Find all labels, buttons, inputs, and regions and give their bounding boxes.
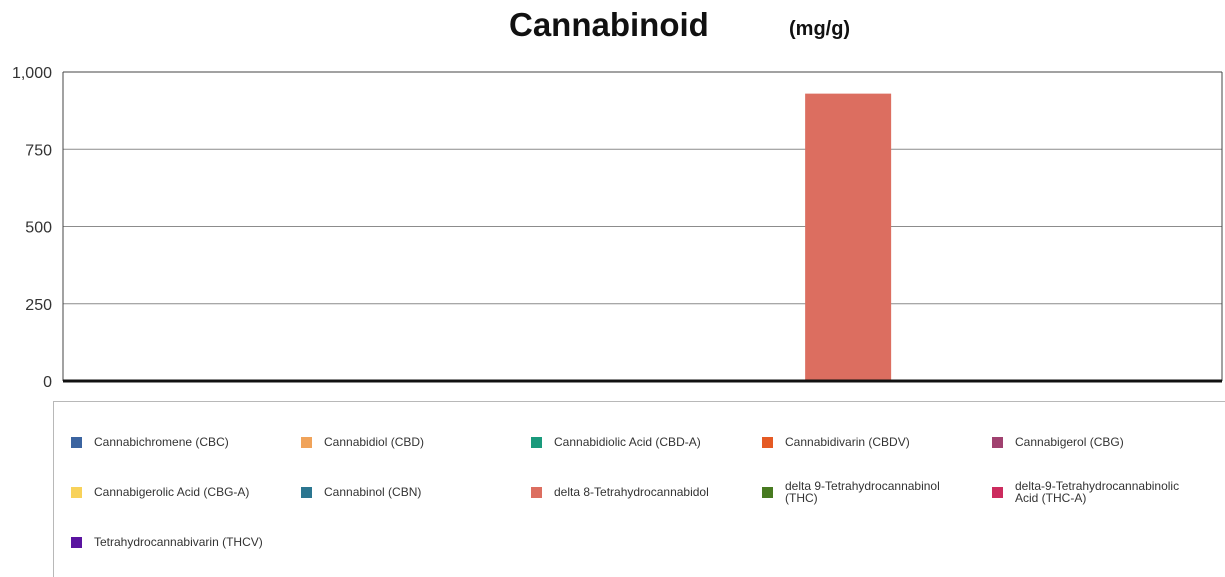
legend-swatch (531, 486, 542, 498)
chart-unit: (mg/g) (789, 18, 851, 40)
legend-item: Cannabigerolic Acid (CBG-A) (71, 480, 296, 504)
legend-item: Cannabigerol (CBG) (992, 430, 1217, 454)
legend-swatch (992, 486, 1003, 498)
legend-swatch (762, 486, 773, 498)
legend-label: Cannabidivarin (CBDV) (785, 435, 910, 449)
legend-item: delta 9-Tetrahydrocannabinol (THC) (762, 480, 987, 504)
legend-swatch (71, 486, 82, 498)
chart-title-row: Cannabinoid (mg/g) (0, 6, 1225, 50)
legend-swatch (762, 436, 773, 448)
legend-item: Cannabinol (CBN) (301, 480, 526, 504)
legend-item: Cannabidiol (CBD) (301, 430, 526, 454)
y-tick-label: 1,000 (12, 65, 52, 82)
legend-swatch (71, 536, 82, 548)
legend-label: Cannabinol (CBN) (324, 485, 422, 499)
legend-item: Tetrahydrocannabivarin (THCV) (71, 530, 296, 554)
y-tick-label: 750 (25, 142, 52, 159)
legend-item: Cannabidivarin (CBDV) (762, 430, 987, 454)
legend-label: Cannabidiol (CBD) (324, 435, 425, 449)
legend-swatch (301, 436, 312, 448)
chart-legend: Cannabichromene (CBC) Cannabidiol (CBD) Ca… (53, 401, 1225, 577)
legend-label: Tetrahydrocannabivarin (THCV) (94, 535, 263, 549)
y-tick-label: 250 (25, 297, 52, 314)
legend-label: delta 9-Tetrahydrocannabinol (THC) (785, 479, 940, 505)
legend-label: delta 8-Tetrahydrocannabidol (554, 485, 709, 499)
legend-label: delta-9-Tetrahydrocannabinolic Acid (THC… (1015, 479, 1180, 505)
y-tick-label: 500 (25, 220, 52, 237)
legend-swatch (301, 486, 312, 498)
bar (805, 93, 892, 381)
legend-label: Cannabidiolic Acid (CBD-A) (554, 435, 701, 449)
legend-item: Cannabidiolic Acid (CBD-A) (531, 430, 756, 454)
legend-label: Cannabichromene (CBC) (94, 435, 229, 449)
y-tick-label: 0 (43, 374, 52, 391)
legend-swatch (531, 436, 542, 448)
chart-title: Cannabinoid (509, 6, 709, 43)
legend-swatch (992, 436, 1003, 448)
chart-plot: 0 250 500 750 1,000 (12, 65, 1223, 391)
legend-swatch (71, 436, 82, 448)
legend-item: delta-9-Tetrahydrocannabinolic Acid (THC… (992, 480, 1217, 504)
legend-label: Cannabigerolic Acid (CBG-A) (94, 485, 250, 499)
legend-item: Cannabichromene (CBC) (71, 430, 296, 454)
legend-item: delta 8-Tetrahydrocannabidol (531, 480, 756, 504)
legend-label: Cannabigerol (CBG) (1015, 435, 1124, 449)
